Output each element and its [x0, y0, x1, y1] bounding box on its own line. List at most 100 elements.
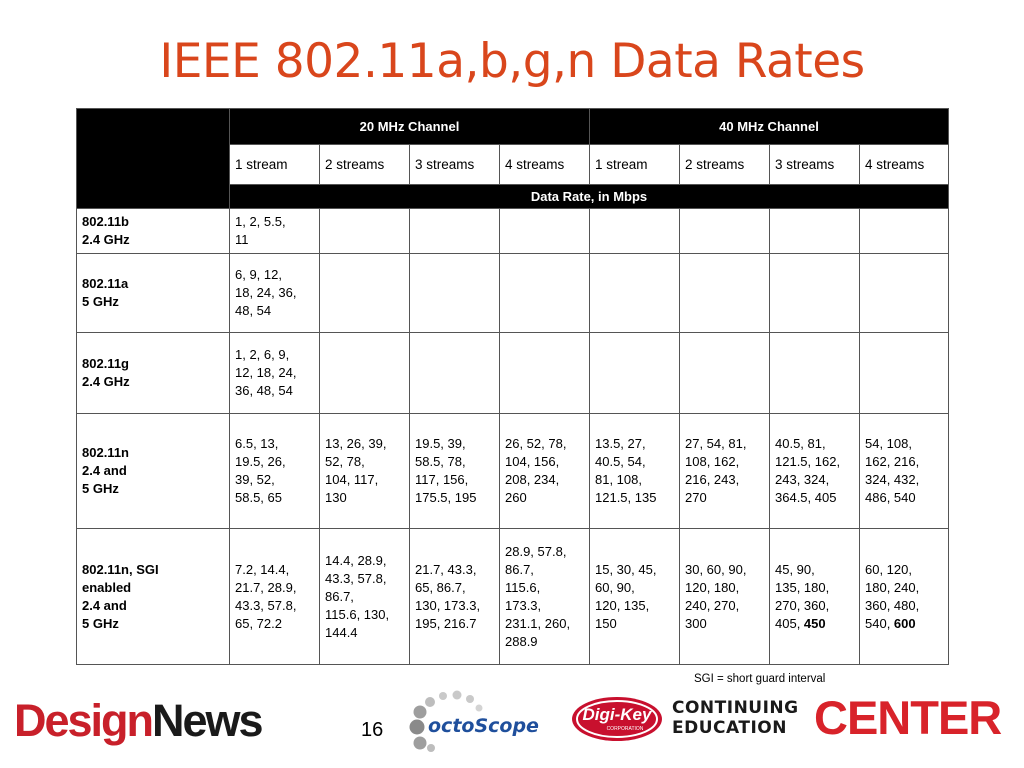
- sgi-footnote: SGI = short guard interval: [694, 673, 826, 685]
- cec-line-education: EDUCATION: [672, 718, 787, 738]
- max-rate-text: 600: [893, 615, 916, 631]
- table-row: 802.11n, SGI enabled 2.4 and 5 GHz 7.2, 1…: [76, 528, 949, 665]
- data-rate-cell: [589, 332, 680, 414]
- data-rate-cell: [679, 332, 770, 414]
- data-rate-cell: 28.9, 57.8, 86.7, 115.6, 173.3, 231.1, 2…: [499, 528, 590, 665]
- data-rate-cell: [769, 208, 860, 254]
- designnews-logo-part2: News: [152, 695, 264, 746]
- octoscope-wordmark: octoScope: [428, 715, 539, 737]
- data-rate-cell: [679, 208, 770, 254]
- digikey-wordmark: Digi-Key: [583, 705, 654, 724]
- data-rate-cell: 6.5, 13, 19.5, 26, 39, 52, 58.5, 65: [229, 413, 320, 529]
- octoscope-logo: octoScope: [405, 690, 565, 752]
- data-rate-text: 21.7, 43.3, 65, 86.7, 130, 173.3, 195, 2…: [415, 561, 481, 631]
- slide-title: IEEE 802.11a,b,g,n Data Rates: [159, 34, 865, 89]
- data-rate-cell: 54, 108, 162, 216, 324, 432, 486, 540: [859, 413, 949, 529]
- data-rate-cell: 21.7, 43.3, 65, 86.7, 130, 173.3, 195, 2…: [409, 528, 500, 665]
- data-rate-text: 15, 30, 45, 60, 90, 120, 135, 150: [595, 561, 657, 631]
- data-rate-cell: [319, 208, 410, 254]
- digikey-logo: Digi-Key CORPORATION: [570, 694, 665, 744]
- data-rate-cell: 1, 2, 6, 9, 12, 18, 24, 36, 48, 54: [229, 332, 320, 414]
- data-rate-cell: [589, 208, 680, 254]
- data-rate-text: 28.9, 57.8, 86.7, 115.6, 173.3, 231.1, 2…: [505, 543, 571, 649]
- table-row: 802.11a 5 GHz 6, 9, 12, 18, 24, 36, 48, 5…: [76, 253, 949, 333]
- data-rate-cell: 27, 54, 81, 108, 162, 216, 243, 270: [679, 413, 770, 529]
- stream-header-cell: 1 stream: [589, 144, 680, 185]
- data-rate-cell: [499, 208, 590, 254]
- data-rate-cell: [499, 332, 590, 414]
- data-rate-cell: 30, 60, 90, 120, 180, 240, 270, 300: [679, 528, 770, 665]
- data-rate-text: 19.5, 39, 58.5, 78, 117, 156, 175.5, 195: [415, 436, 477, 505]
- data-rate-cell: 19.5, 39, 58.5, 78, 117, 156, 175.5, 195: [409, 413, 500, 529]
- data-rate-text: 40.5, 81, 121.5, 162, 243, 324, 364.5, 4…: [775, 436, 841, 505]
- table-row: 802.11g 2.4 GHz 1, 2, 6, 9, 12, 18, 24, 3…: [76, 332, 949, 414]
- data-rate-cell: [769, 332, 860, 414]
- data-rate-cell: [859, 332, 949, 414]
- standard-label-cell: 802.11n 2.4 and 5 GHz: [76, 413, 230, 529]
- stream-header-cell: 2 streams: [679, 144, 770, 185]
- data-rate-text: 60, 120, 180, 240, 360, 480, 540,: [865, 561, 920, 631]
- data-rate-text: 6, 9, 12, 18, 24, 36, 48, 54: [235, 267, 297, 318]
- data-rates-table: 20 MHz Channel 40 MHz Channel 1 stream 2 …: [76, 108, 949, 665]
- data-rate-text: 13, 26, 39, 52, 78, 104, 117, 130: [325, 436, 387, 505]
- data-rate-cell: [499, 253, 590, 333]
- standard-label-cell: 802.11b 2.4 GHz: [76, 208, 230, 254]
- data-rate-text: 13.5, 27, 40.5, 54, 81, 108, 121.5, 135: [595, 436, 657, 505]
- data-rate-cell: [589, 253, 680, 333]
- designnews-logo: DesignNews: [14, 695, 264, 746]
- digikey-corporation-text: CORPORATION: [607, 726, 644, 732]
- table-row: 802.11n 2.4 and 5 GHz 6.5, 13, 19.5, 26, …: [76, 413, 949, 529]
- table-body: 802.11b 2.4 GHz 1, 2, 5.5, 11 802.11a 5 GH…: [76, 208, 949, 665]
- data-rate-text: 27, 54, 81, 108, 162, 216, 243, 270: [685, 436, 747, 505]
- data-rate-cell: 13, 26, 39, 52, 78, 104, 117, 130: [319, 413, 410, 529]
- data-rate-text: 6.5, 13, 19.5, 26, 39, 52, 58.5, 65: [235, 436, 286, 505]
- continuing-education-center-logo: CONTINUING EDUCATION CENTER: [672, 692, 1012, 744]
- units-header: Data Rate, in Mbps: [229, 184, 949, 209]
- stream-header-cell: 4 streams: [499, 144, 590, 185]
- data-rate-cell: 13.5, 27, 40.5, 54, 81, 108, 121.5, 135: [589, 413, 680, 529]
- data-rate-cell: [319, 332, 410, 414]
- stream-header-cell: 4 streams: [859, 144, 949, 185]
- data-rate-cell: [409, 208, 500, 254]
- stream-count-row: 1 stream 2 streams 3 streams 4 streams 1 str…: [77, 144, 949, 185]
- stream-header-cell: 1 stream: [229, 144, 320, 185]
- data-rate-cell: [409, 332, 500, 414]
- data-rate-text: 1, 2, 6, 9, 12, 18, 24, 36, 48, 54: [235, 347, 297, 398]
- data-rate-text: 1, 2, 5.5, 11: [235, 214, 286, 247]
- page-number: 16: [361, 719, 384, 741]
- stream-header-cell: 2 streams: [319, 144, 410, 185]
- data-rate-cell: [409, 253, 500, 333]
- data-rate-cell: [769, 253, 860, 333]
- data-rate-text: 7.2, 14.4, 21.7, 28.9, 43.3, 57.8, 65, 7…: [235, 561, 297, 631]
- data-rate-text: 14.4, 28.9, 43.3, 57.8, 86.7, 115.6, 130…: [325, 552, 390, 640]
- stream-header-cell: 3 streams: [409, 144, 500, 185]
- table-row: 802.11b 2.4 GHz 1, 2, 5.5, 11: [76, 208, 949, 254]
- standard-label-cell: 802.11g 2.4 GHz: [76, 332, 230, 414]
- data-rate-cell: 6, 9, 12, 18, 24, 36, 48, 54: [229, 253, 320, 333]
- cec-center-wordmark: CENTER: [814, 691, 1002, 744]
- data-rate-cell: 15, 30, 45, 60, 90, 120, 135, 150: [589, 528, 680, 665]
- data-rate-cell: [319, 253, 410, 333]
- data-rate-cell: 1, 2, 5.5, 11: [229, 208, 320, 254]
- stream-header-cell: 3 streams: [769, 144, 860, 185]
- data-rate-cell: [679, 253, 770, 333]
- standard-label-cell: 802.11a 5 GHz: [76, 253, 230, 333]
- standard-label-cell: 802.11n, SGI enabled 2.4 and 5 GHz: [76, 528, 230, 665]
- data-rate-text: 26, 52, 78, 104, 156, 208, 234, 260: [505, 436, 567, 505]
- data-rate-cell: 7.2, 14.4, 21.7, 28.9, 43.3, 57.8, 65, 7…: [229, 528, 320, 665]
- header-20mhz-channel: 20 MHz Channel: [229, 108, 590, 145]
- data-rate-text: 45, 90, 135, 180, 270, 360, 405,: [775, 561, 830, 631]
- data-rate-text: 30, 60, 90, 120, 180, 240, 270, 300: [685, 561, 747, 631]
- data-rate-cell: 40.5, 81, 121.5, 162, 243, 324, 364.5, 4…: [769, 413, 860, 529]
- data-rate-cell: 60, 120, 180, 240, 360, 480, 540, 600: [859, 528, 949, 665]
- data-rate-text: 54, 108, 162, 216, 324, 432, 486, 540: [865, 436, 920, 505]
- data-rate-cell: [859, 208, 949, 254]
- corner-header-cell: [76, 108, 230, 209]
- data-rate-cell: 45, 90, 135, 180, 270, 360, 405, 450: [769, 528, 860, 665]
- data-rate-cell: 14.4, 28.9, 43.3, 57.8, 86.7, 115.6, 130…: [319, 528, 410, 665]
- designnews-logo-part1: Design: [14, 695, 154, 746]
- octoscope-dots-icon: [409, 690, 483, 752]
- data-rate-cell: [859, 253, 949, 333]
- max-rate-text: 450: [803, 615, 826, 631]
- cec-line-continuing: CONTINUING: [672, 698, 799, 718]
